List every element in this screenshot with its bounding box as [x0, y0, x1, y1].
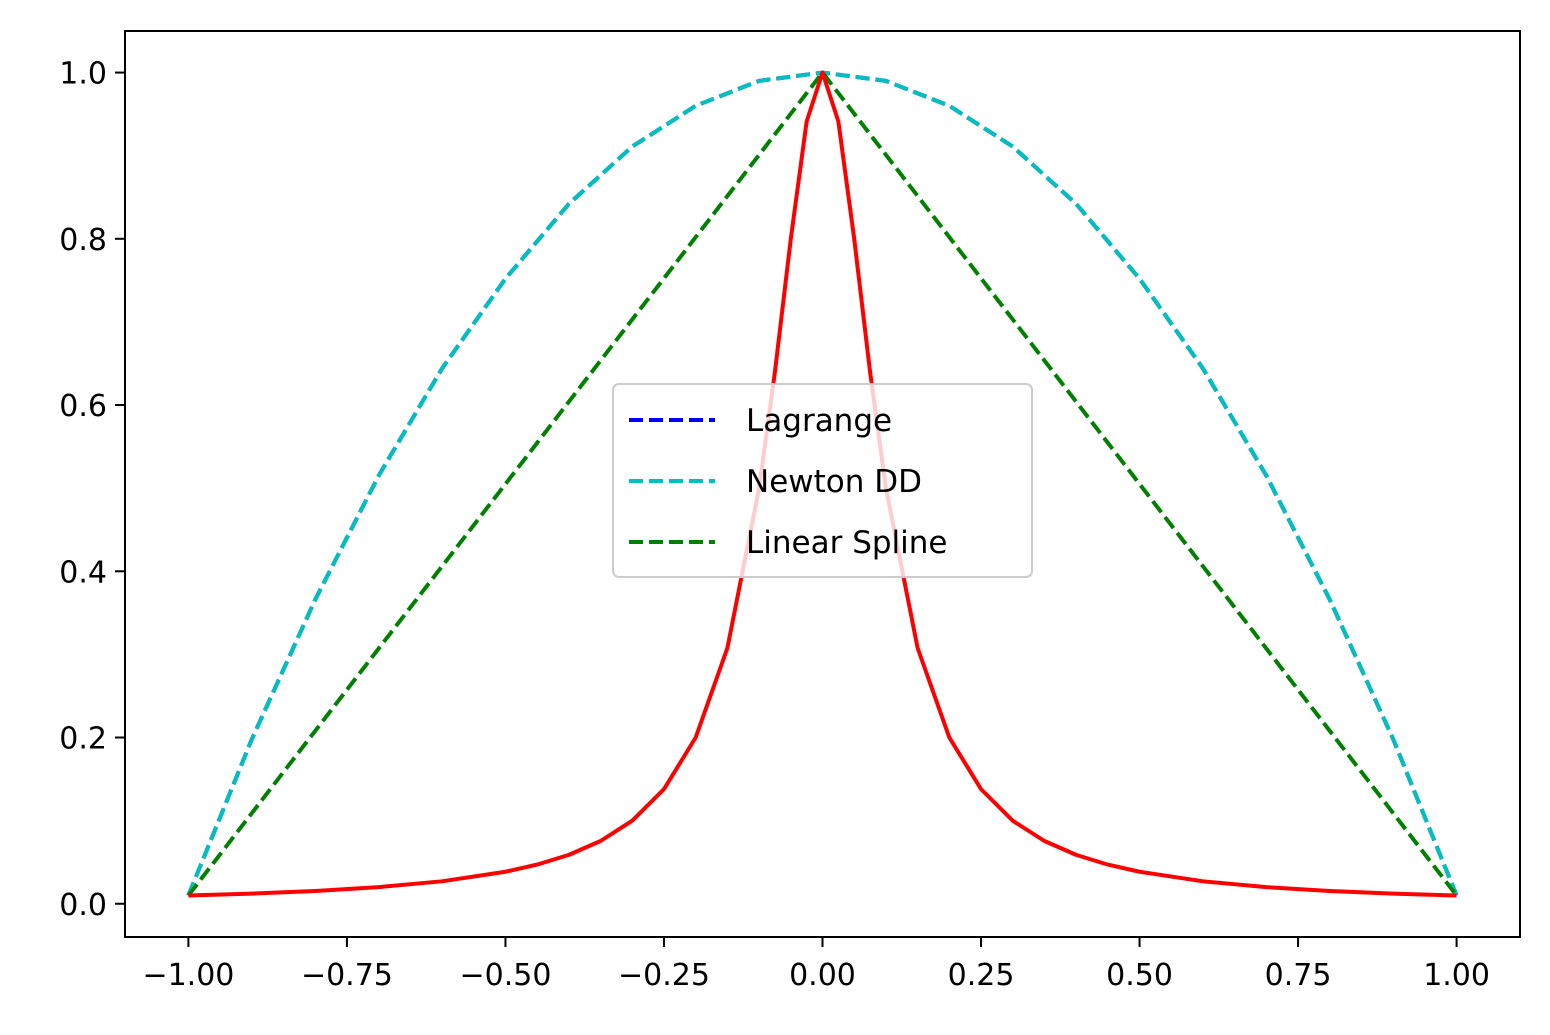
y-tick-label: 0.0	[59, 888, 107, 923]
x-tick-label: −0.50	[459, 958, 551, 993]
y-tick-label: 1.0	[59, 57, 107, 92]
series-line-unlabeled-red	[188, 70, 1457, 898]
y-tick-label: 0.2	[59, 722, 107, 757]
x-tick-label: −0.75	[301, 958, 393, 993]
y-tick-label: 0.6	[59, 389, 107, 424]
x-tick-label: 0.75	[1265, 958, 1332, 993]
x-tick-label: −0.25	[618, 958, 710, 993]
x-tick-label: −1.00	[142, 958, 234, 993]
x-tick-label: 0.00	[789, 958, 856, 993]
y-tick-label: 0.8	[59, 223, 107, 258]
x-tick-label: 0.25	[948, 958, 1015, 993]
x-axis: −1.00 −0.75 −0.50 −0.25 0.00 0.25 0.50 0.75 1.00	[142, 937, 1490, 993]
x-tick-label: 1.00	[1423, 958, 1490, 993]
legend-label: Newton DD	[746, 464, 922, 500]
legend-label: Lagrange	[746, 403, 892, 439]
series-layer	[186, 70, 1459, 898]
series-line-linear-spline	[186, 70, 1459, 897]
y-axis: 0.0 0.2 0.4 0.6 0.8 1.0	[59, 57, 125, 923]
x-tick-label: 0.50	[1106, 958, 1173, 993]
legend-box	[612, 383, 1033, 578]
legend: Lagrange Newton DD Linear Spline	[612, 383, 1033, 578]
legend-label: Linear Spline	[746, 525, 948, 561]
y-tick-label: 0.4	[59, 555, 107, 590]
